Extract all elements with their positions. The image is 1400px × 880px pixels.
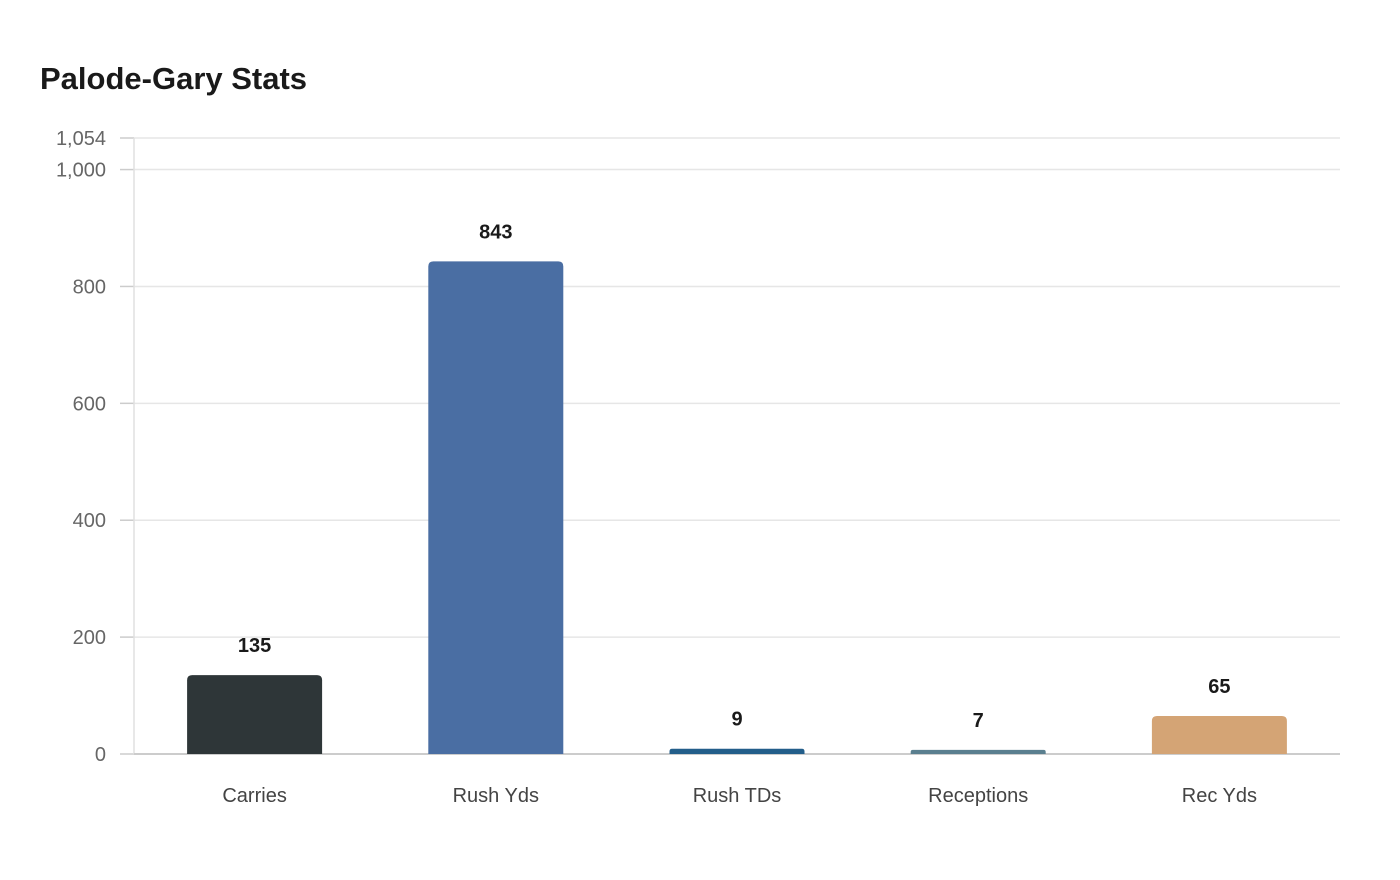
data-label: 7 xyxy=(973,710,984,732)
y-tick-label: 0 xyxy=(95,744,106,766)
data-label: 65 xyxy=(1208,676,1230,698)
data-label: 135 xyxy=(238,635,271,657)
data-label: 9 xyxy=(731,709,742,731)
y-tick-label: 1,000 xyxy=(56,160,106,182)
x-category-label: Rush Yds xyxy=(453,785,539,807)
bar-rush-yds[interactable] xyxy=(428,261,564,754)
bar-carries[interactable] xyxy=(187,675,323,754)
y-tick-label: 400 xyxy=(73,510,106,532)
y-tick-label: 800 xyxy=(73,276,106,298)
bar-rec-yds[interactable] xyxy=(1151,716,1287,754)
data-label: 843 xyxy=(479,221,512,243)
bar-receptions[interactable] xyxy=(910,749,1046,754)
x-category-label: Carries xyxy=(222,785,286,807)
y-tick-label: 1,054 xyxy=(56,128,106,150)
chart-title: Palode-Gary Stats xyxy=(40,61,308,96)
gridlines xyxy=(134,137,1340,638)
y-tick-label: 200 xyxy=(73,627,106,649)
axes: 0 200 400 600 800 1,000 1,054 xyxy=(56,128,1340,766)
y-tick-label: 600 xyxy=(73,393,106,415)
x-category-label: Receptions xyxy=(928,785,1028,807)
labels: 135 Carries 843 Rush Yds 9 Rush TDs 7 Reception… xyxy=(222,221,1257,807)
x-category-label: Rec Yds xyxy=(1182,785,1257,807)
bars xyxy=(187,261,1287,754)
bar-rush-tds[interactable] xyxy=(669,748,805,754)
x-category-label: Rush TDs xyxy=(693,785,782,807)
